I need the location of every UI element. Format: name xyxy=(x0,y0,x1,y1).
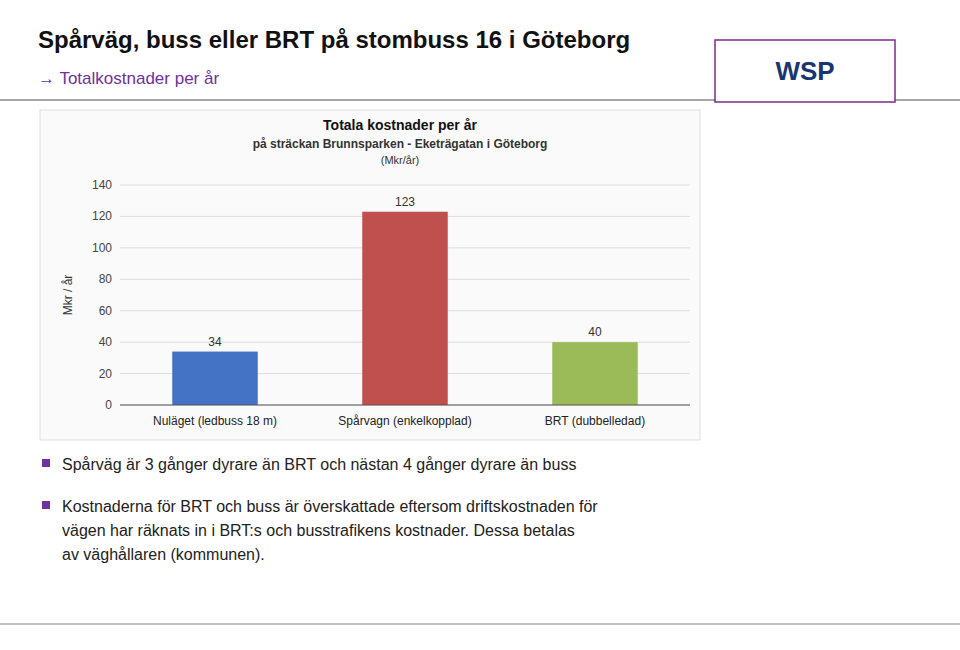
footer-divider xyxy=(0,624,960,625)
bullet xyxy=(42,501,50,509)
logo-text: WSP xyxy=(775,56,834,86)
y-tick-label: 140 xyxy=(92,178,112,192)
y-axis: 0 20 40 60 80 100 120 140 xyxy=(92,178,690,412)
x-tick-label: BRT (dubbelledad) xyxy=(545,414,645,428)
page: {"title": "Spårväg, buss eller BRT på st… xyxy=(0,0,960,650)
note-text: av väghållaren (kommunen). xyxy=(62,546,265,563)
logo-box xyxy=(715,40,895,102)
bar xyxy=(362,212,448,405)
page-title: Spårväg, buss eller BRT på stombuss 16 i… xyxy=(38,26,630,53)
chart-panel xyxy=(40,110,700,440)
y-tick-label: 120 xyxy=(92,209,112,223)
x-tick-label: Spårvagn (enkelkopplad) xyxy=(338,414,471,428)
bar xyxy=(552,342,638,405)
y-tick-label: 20 xyxy=(99,367,113,381)
bars xyxy=(172,212,638,405)
chart-subtitle: på sträckan Brunnsparken - Eketrägatan i… xyxy=(253,137,548,151)
y-tick-label: 0 xyxy=(105,398,112,412)
chart-title: Totala kostnader per år xyxy=(323,117,477,133)
grid-line xyxy=(120,185,690,186)
y-tick-label: 60 xyxy=(99,304,113,318)
grid-line xyxy=(120,405,690,406)
page-canvas: Spårväg, buss eller BRT på stombuss 16 i… xyxy=(0,0,960,650)
y-tick-label: 40 xyxy=(99,335,113,349)
bullet xyxy=(42,459,50,467)
y-axis-label: Mkr / år xyxy=(61,275,75,316)
x-axis-line xyxy=(120,405,690,406)
data-label: 40 xyxy=(588,325,602,339)
y-tick-label: 100 xyxy=(92,241,112,255)
note-text: Spårväg är 3 gånger dyrare än BRT och nä… xyxy=(62,456,576,473)
x-tick-label: Nuläget (ledbuss 18 m) xyxy=(153,414,277,428)
bar xyxy=(172,352,258,405)
note-text: Kostnaderna för BRT och buss är överskat… xyxy=(62,498,598,515)
labels: 34 Nuläget (ledbuss 18 m) 123 Spårvagn (enk… xyxy=(153,195,645,428)
note-text: vägen har räknats in i BRT:s och busstra… xyxy=(62,522,575,539)
data-label: 123 xyxy=(395,195,415,209)
y-tick-label: 80 xyxy=(99,272,113,286)
chart-subtitle: (Mkr/år) xyxy=(381,154,420,166)
data-label: 34 xyxy=(208,335,222,349)
page-subtitle: → Totalkostnader per år xyxy=(38,69,219,88)
